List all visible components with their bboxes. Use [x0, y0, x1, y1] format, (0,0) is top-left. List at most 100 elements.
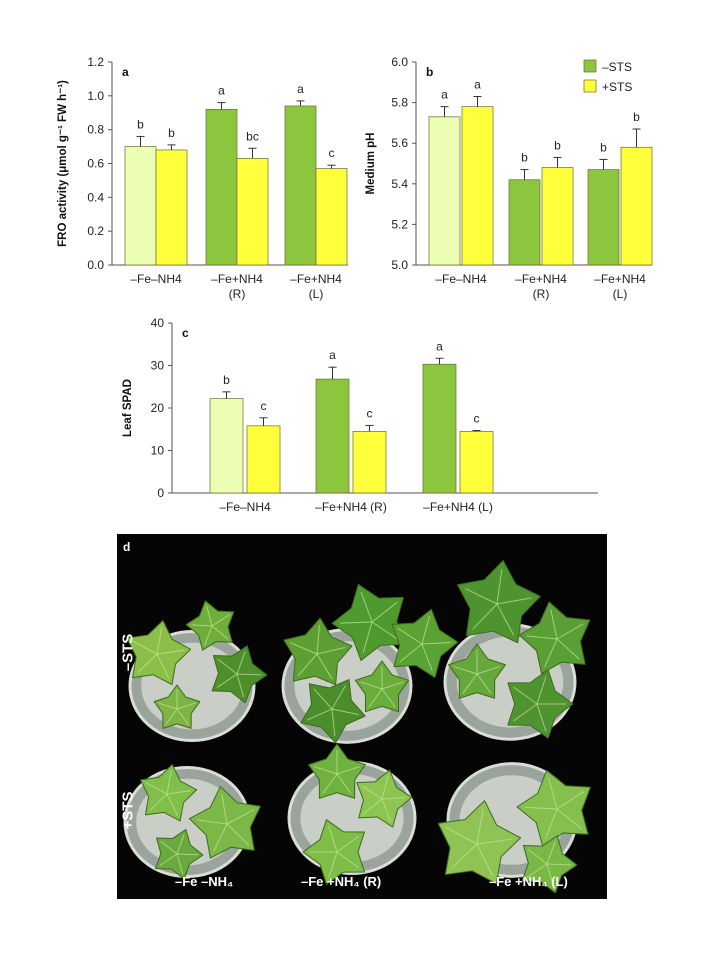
leaf-vein	[137, 653, 158, 674]
leaf-vein	[496, 597, 532, 605]
category-label: (L)	[613, 287, 628, 301]
y-tick-label: 30	[151, 359, 165, 373]
leaf-vein	[206, 605, 213, 627]
bar	[284, 105, 317, 266]
leaf-vein	[196, 819, 228, 825]
leaf-vein	[160, 840, 178, 855]
significance-letter: b	[223, 373, 230, 387]
leaf-vein	[331, 685, 347, 710]
leaf-vein	[361, 785, 383, 800]
leaf-vein	[322, 773, 338, 794]
y-tick-label: 0.2	[87, 224, 104, 238]
leaf-vein	[236, 673, 262, 676]
category-label: (L)	[309, 287, 324, 301]
leaf-vein	[297, 653, 318, 677]
leaf-vein	[381, 798, 392, 822]
leaf-vein	[476, 809, 484, 845]
leaf-vein	[360, 681, 383, 690]
leaf-vein	[166, 770, 172, 795]
significance-letter: c	[367, 406, 373, 420]
leaf-shape	[126, 620, 192, 686]
leaf-vein	[421, 643, 433, 672]
category-label: –Fe+NH4	[594, 272, 646, 286]
leaf-vein	[236, 673, 245, 698]
leaf-vein	[156, 653, 170, 679]
y-tick-label: 5.6	[391, 136, 408, 150]
significance-letter: c	[474, 412, 480, 426]
leaf-vein	[548, 777, 558, 810]
leaf-vein	[336, 766, 360, 775]
leaf-vein	[159, 853, 178, 867]
leaf-vein	[525, 806, 558, 810]
leaf-vein	[176, 708, 189, 725]
leaf-vein	[421, 616, 430, 645]
leaf-vein	[445, 827, 478, 845]
leaf-vein	[545, 808, 558, 840]
leaf-vein	[176, 853, 184, 875]
leaf-vein	[451, 843, 478, 869]
leaf-vein	[546, 863, 555, 888]
significance-letter: a	[436, 339, 443, 353]
y-tick-label: 6.0	[391, 55, 408, 69]
bar	[352, 431, 387, 494]
category-label: –Fe+NH4 (R)	[315, 500, 387, 514]
leaf-vein	[226, 809, 255, 825]
y-tick-label: 0.6	[87, 157, 104, 171]
bar	[209, 398, 244, 494]
leaf-vein	[176, 853, 198, 856]
leaf-vein	[236, 651, 246, 675]
leaf-shape	[300, 679, 366, 744]
leaf-vein	[544, 638, 558, 667]
significance-letter: c	[261, 399, 267, 413]
chart-panel-c: 0 10 20 30 40 c Leaf SPAD b c –Fe–NH4 a c –Fe+NH4 (R…	[122, 316, 598, 514]
leaf-shape	[456, 559, 541, 644]
bar	[620, 146, 653, 266]
significance-letter: b	[554, 138, 561, 152]
leaf-vein	[381, 797, 406, 800]
leaf-vein	[527, 848, 548, 865]
leaf-vein	[476, 843, 493, 876]
leaf-vein	[368, 688, 383, 708]
bar	[461, 106, 494, 266]
chart-panel-a: 0.0 0.2 0.4 0.6 0.8 1.0 1.2 a FRO activity (μmol…	[57, 55, 348, 301]
leaf-vein	[465, 588, 498, 605]
leaf-vein	[213, 823, 228, 852]
category-label: (R)	[229, 287, 246, 301]
leaf-shape	[518, 601, 591, 675]
y-tick-label: 20	[151, 401, 165, 415]
significance-letter: a	[441, 88, 448, 102]
category-label: –Fe–NH4	[219, 500, 271, 514]
y-tick-label: 1.2	[87, 55, 104, 69]
leaf-vein	[226, 823, 250, 846]
bar	[124, 146, 157, 266]
significance-letter: a	[297, 82, 304, 96]
significance-letter: bc	[246, 129, 259, 143]
chart-panel-b: 5.0 5.2 5.4 5.6 5.8 6.0 b Medium pH a a –Fe–NH4 b b –…	[365, 55, 653, 301]
leaf-vein	[550, 609, 558, 640]
significance-letter: b	[137, 117, 144, 131]
leaf-vein	[165, 708, 178, 725]
category-label: –Fe+NH4	[211, 272, 263, 286]
significance-letter: a	[329, 348, 336, 362]
category-label: (R)	[533, 287, 550, 301]
leaf-shape	[283, 617, 353, 686]
bar	[459, 431, 494, 494]
leaf-vein	[462, 673, 478, 694]
legend-swatch	[583, 59, 597, 73]
significance-letter: b	[521, 151, 528, 165]
significance-letter: a	[218, 84, 225, 98]
y-tick-label: 10	[151, 444, 165, 458]
leaf-vein	[328, 851, 338, 879]
leaf-vein	[454, 666, 478, 675]
leaf-vein	[526, 635, 558, 640]
y-axis-title: Leaf SPAD	[122, 379, 134, 437]
leaf-vein	[371, 621, 399, 641]
leaf-vein	[556, 808, 583, 830]
leaf-vein	[328, 825, 338, 853]
bar	[422, 363, 457, 494]
leaf-vein	[336, 851, 360, 869]
leaf-vein	[476, 838, 512, 845]
leaf-vein	[476, 666, 500, 675]
leaf-vein	[336, 835, 360, 853]
leaf-vein	[176, 702, 196, 710]
